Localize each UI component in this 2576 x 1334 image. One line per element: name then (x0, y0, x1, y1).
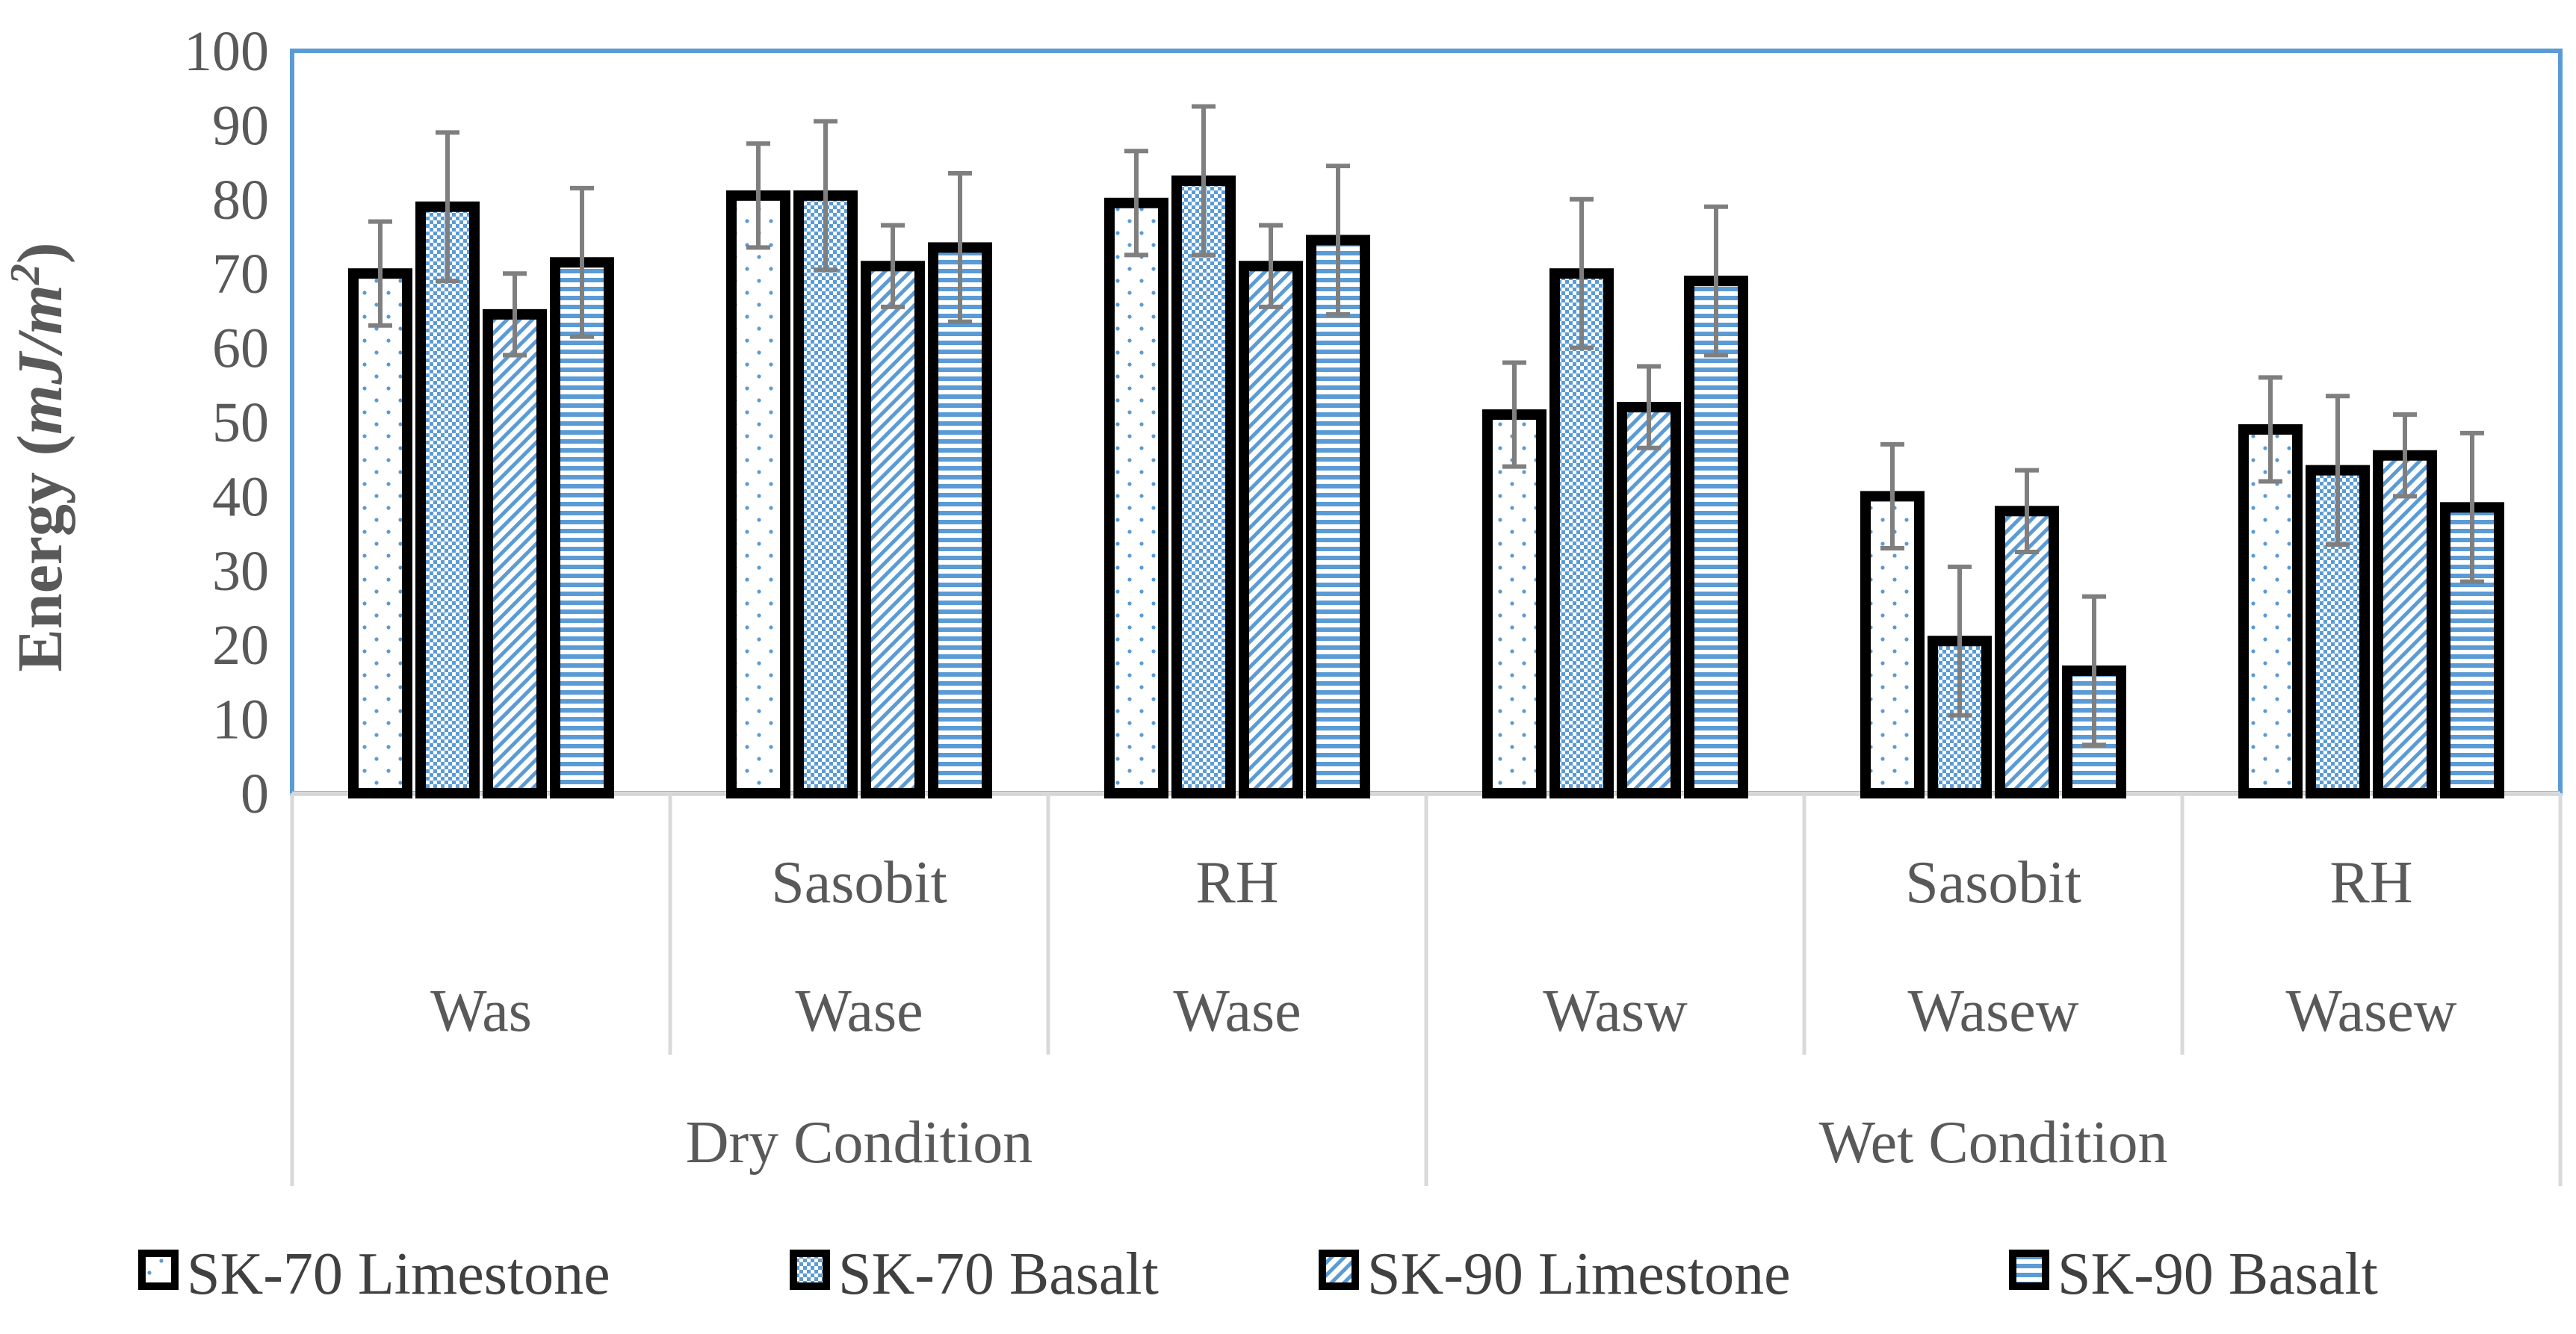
y-axis-title-prefix: Energy ( (4, 435, 75, 672)
bar (348, 268, 412, 798)
y-tick-label: 80 (212, 169, 269, 232)
y-axis-title-exponent: 2 (2, 264, 49, 285)
legend-swatch (1319, 1250, 1359, 1290)
category-label-line2: Was (430, 978, 532, 1044)
category-label-line2: Wase (1173, 978, 1301, 1044)
y-axis-title-suffix: ) (4, 243, 75, 264)
bar (1684, 276, 1748, 798)
y-axis-title-unit: mJ/m (4, 285, 75, 435)
category-label-line1: RH (1195, 850, 1278, 916)
legend-label: SK-70 Basalt (838, 1241, 1159, 1307)
category-label-line2: Wase (795, 978, 923, 1044)
bar (483, 308, 547, 798)
legend-label: SK-90 Limestone (1367, 1241, 1791, 1307)
legend: SK-70 Limestone SK-70 Basalt SK-90 Limesto… (138, 1241, 2378, 1307)
y-axis-ticks: 0 10 20 30 40 50 60 70 80 90 100 (184, 20, 269, 825)
group-label: Dry Condition (686, 1110, 1032, 1176)
bar (1617, 402, 1681, 798)
legend-swatch (138, 1250, 179, 1290)
y-tick-label: 0 (241, 763, 269, 825)
bar (1104, 197, 1168, 798)
y-tick-label: 90 (212, 94, 269, 157)
y-tick-label: 40 (212, 465, 269, 528)
category-label-line2: Wasew (2285, 978, 2456, 1044)
category-label-line2: Wasw (1543, 978, 1688, 1044)
bar-series (348, 104, 2504, 799)
legend-label: SK-90 Basalt (2058, 1241, 2378, 1307)
bar (726, 190, 790, 798)
bar (1549, 268, 1614, 798)
y-tick-label: 10 (212, 689, 269, 751)
category-label-line1: RH (2329, 850, 2412, 916)
category-label-line2: Wasew (1907, 978, 2078, 1044)
bar (550, 257, 614, 799)
legend-swatch (790, 1250, 830, 1290)
legend-label: SK-70 Limestone (187, 1241, 610, 1307)
bar (1171, 175, 1236, 798)
bar (793, 190, 858, 798)
bar (2373, 450, 2437, 798)
plot-area-border (290, 49, 2563, 795)
bar (1995, 506, 2059, 799)
y-tick-label: 30 (212, 540, 269, 603)
bar (2238, 424, 2303, 798)
y-tick-label: 20 (212, 614, 269, 677)
bar (2440, 502, 2504, 798)
y-tick-label: 50 (212, 391, 269, 454)
y-tick-label: 60 (212, 317, 269, 380)
y-tick-label: 100 (184, 20, 269, 83)
legend-swatch (2009, 1250, 2049, 1290)
category-axis: Was Sasobit Wase RH Wase Wasw Sasobit Wasew RH Wa… (290, 791, 2563, 1186)
bar (415, 201, 480, 798)
y-tick-label: 70 (212, 243, 269, 305)
group-label: Wet Condition (1819, 1110, 2168, 1176)
category-label-line1: Sasobit (771, 850, 947, 916)
bar (1306, 235, 1370, 799)
bar (1239, 261, 1303, 798)
category-label-line1: Sasobit (1905, 850, 2081, 916)
bar (861, 261, 925, 798)
y-axis-title: Energy (mJ/m2) (2, 243, 75, 672)
bar (1482, 409, 1546, 798)
bar (928, 242, 992, 799)
